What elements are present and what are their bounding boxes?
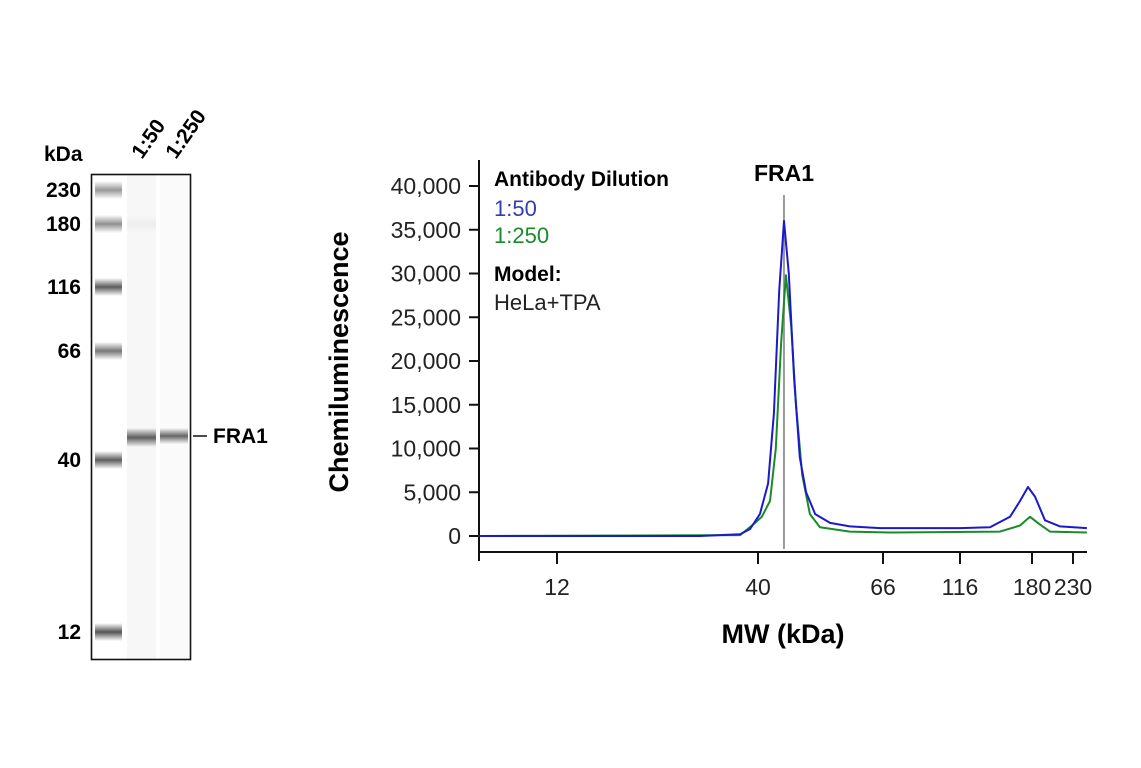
legend-title: Antibody Dilution: [494, 168, 669, 191]
ladder-band-66: [95, 342, 122, 360]
western-blot: kDa 1:50 1:250 230 180 116 66 40 12 FRA1: [44, 106, 268, 661]
ladder-band-12: [95, 623, 122, 641]
x-tick-label: 66: [870, 574, 896, 600]
ladder-band-40: [95, 451, 122, 469]
chart-title: FRA1: [754, 160, 814, 186]
model-value: HeLa+TPA: [494, 290, 601, 315]
electropherogram: Chemiluminescence MW (kDa) FRA1 Antibody…: [324, 160, 1092, 649]
series-line-1-50: [478, 220, 1087, 537]
y-tick-label: 25,000: [391, 304, 461, 330]
legend-series-2: 1:250: [494, 223, 549, 248]
x-axis-label: MW (kDa): [722, 619, 845, 649]
y-tick-label: 5,000: [403, 479, 461, 505]
lane-label-2: 1:250: [161, 106, 211, 163]
y-tick-label: 0: [448, 523, 461, 549]
y-tick-label: 15,000: [391, 392, 461, 418]
y-tick-label: 20,000: [391, 348, 461, 374]
ladder-band-116: [95, 278, 122, 296]
x-tick-label: 230: [1054, 574, 1092, 600]
legend-series-1: 1:50: [494, 196, 537, 221]
lane-2: [160, 174, 188, 660]
faint-band-lane-1: [127, 216, 156, 232]
y-tick-label: 35,000: [391, 217, 461, 243]
model-label: Model:: [494, 263, 562, 286]
marker-label: 116: [47, 276, 81, 299]
marker-label: 66: [58, 340, 81, 363]
gel-frame: [90, 173, 192, 661]
y-tick-label: 30,000: [391, 261, 461, 287]
y-tick-label: 40,000: [391, 173, 461, 199]
x-tick-label: 40: [745, 574, 771, 600]
marker-label: 12: [58, 621, 81, 644]
x-tick-label: 180: [1013, 574, 1051, 600]
kda-label: kDa: [44, 143, 83, 166]
marker-label: 230: [46, 179, 81, 202]
lane-label-1: 1:50: [127, 115, 170, 163]
ladder-band-230: [95, 181, 122, 199]
marker-label: 180: [46, 213, 81, 236]
x-tick-label: 116: [942, 574, 979, 600]
marker-label: 40: [58, 449, 81, 472]
ladder-band-180: [95, 215, 122, 233]
band-label: FRA1: [213, 425, 268, 448]
fra1-band-lane-2: [160, 428, 188, 444]
fra1-band-lane-1: [127, 428, 156, 447]
x-tick-label: 12: [544, 574, 570, 600]
y-tick-label: 10,000: [391, 436, 461, 462]
lane-1: [127, 174, 156, 660]
y-axis-label: Chemiluminescence: [324, 231, 354, 492]
